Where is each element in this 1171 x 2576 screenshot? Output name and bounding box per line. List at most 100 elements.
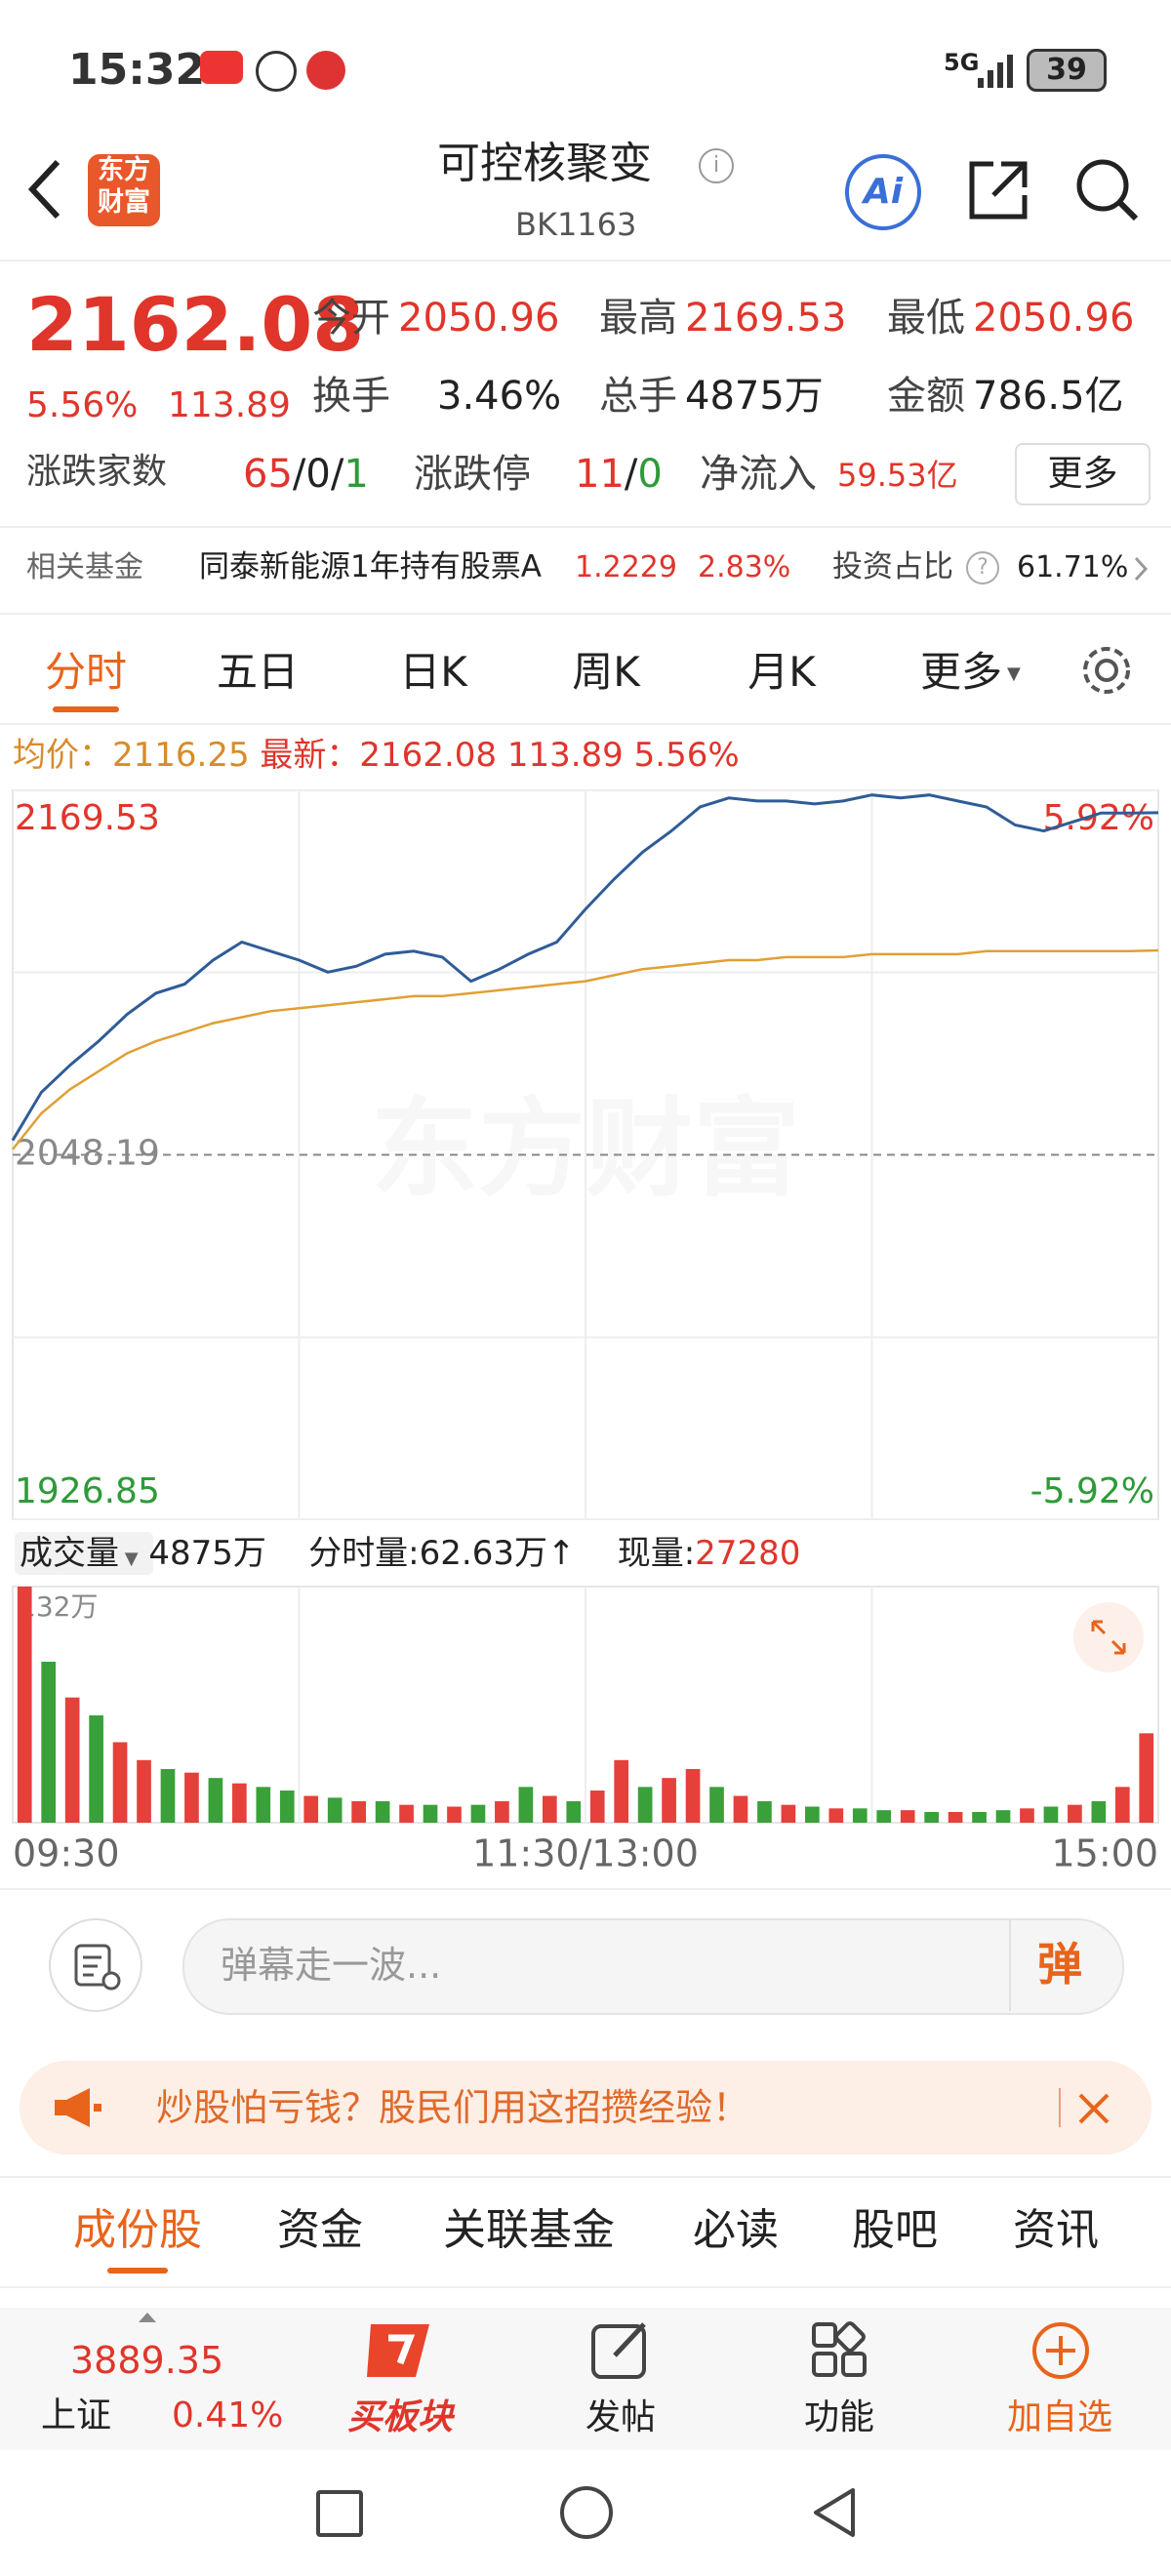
tab[interactable]: 分时 bbox=[44, 648, 128, 696]
app-icon bbox=[256, 51, 297, 92]
change: 113.89 bbox=[168, 385, 291, 425]
y-tick-label: 2048.19 bbox=[15, 1134, 160, 1174]
network: 5G bbox=[944, 49, 980, 76]
x-tick-label: 15:00 bbox=[1051, 1832, 1158, 1875]
nav-label[interactable]: 功能 bbox=[803, 2397, 875, 2437]
stat-label: 换手 bbox=[312, 374, 390, 419]
breadth: 65/0/1 bbox=[243, 452, 369, 497]
divider bbox=[0, 526, 1171, 528]
x-tick-label: 09:30 bbox=[13, 1832, 120, 1875]
ai-button[interactable]: Ai bbox=[845, 154, 921, 230]
volume-bar bbox=[685, 1769, 701, 1823]
change-pct: 5.56% bbox=[26, 385, 139, 425]
price-line bbox=[11, 793, 1159, 1142]
app-icon bbox=[200, 51, 243, 84]
volume-bar bbox=[566, 1801, 582, 1823]
share-button[interactable] bbox=[966, 158, 1030, 222]
bottom-tab[interactable]: 成份股 bbox=[73, 2205, 202, 2255]
nav-label[interactable]: 加自选 bbox=[1006, 2397, 1113, 2437]
divider bbox=[0, 1888, 1171, 1890]
tab[interactable]: 更多 bbox=[919, 648, 1003, 696]
volume-selector[interactable] bbox=[15, 1532, 153, 1575]
price-line bbox=[12, 948, 1159, 1150]
danmu-send[interactable]: 弹 bbox=[1037, 1938, 1082, 1991]
volume-bar bbox=[972, 1812, 987, 1823]
volume-bar bbox=[924, 1812, 939, 1823]
bottom-tab[interactable]: 关联基金 bbox=[443, 2205, 615, 2255]
volume-bar bbox=[303, 1795, 319, 1823]
ad-banner[interactable] bbox=[20, 2061, 1151, 2154]
volume-bar bbox=[495, 1801, 509, 1823]
stat-value: 4875万 bbox=[685, 374, 824, 419]
back-nav-button[interactable] bbox=[810, 2486, 859, 2539]
back-button[interactable] bbox=[24, 158, 63, 221]
search-button[interactable] bbox=[1073, 156, 1142, 224]
volume-bar bbox=[900, 1810, 915, 1823]
settings-button[interactable] bbox=[1078, 642, 1135, 699]
volume-header: 成交量 ▼ 4875万 分时量:62.63万↑ 现量:27280 bbox=[20, 1534, 801, 1573]
bottom-nav bbox=[0, 2308, 1171, 2450]
ad-close[interactable] bbox=[1077, 2092, 1110, 2125]
tab[interactable]: 月K bbox=[747, 648, 816, 696]
divider bbox=[0, 613, 1171, 615]
x-tick-label: 11:30/13:00 bbox=[472, 1832, 699, 1875]
bottom-tab[interactable]: 股吧 bbox=[852, 2205, 938, 2255]
expand-button[interactable] bbox=[1073, 1602, 1144, 1672]
ad-text: 炒股怕亏钱？股民们用这招攒经验！ bbox=[156, 2086, 750, 2129]
stat-value: 3.46% bbox=[437, 374, 562, 419]
volume-bar bbox=[64, 1697, 80, 1823]
bottom-tab[interactable]: 资讯 bbox=[1013, 2205, 1099, 2255]
comment-input[interactable] bbox=[182, 1918, 1124, 2015]
nav-label[interactable]: 买板块 bbox=[346, 2397, 454, 2437]
home-button[interactable] bbox=[560, 2486, 613, 2539]
volume-bar bbox=[1114, 1787, 1130, 1823]
recents-button[interactable] bbox=[316, 2490, 363, 2537]
volume-bar bbox=[948, 1812, 963, 1823]
tab[interactable]: 五日 bbox=[216, 648, 300, 696]
bottom-tab[interactable]: 资金 bbox=[277, 2205, 363, 2255]
status-time: 15:32 bbox=[68, 45, 206, 95]
volume-bar bbox=[1139, 1733, 1154, 1823]
dropdown-caret: ▼ bbox=[1007, 664, 1021, 684]
volume-bar bbox=[1068, 1804, 1082, 1823]
volume-bar bbox=[637, 1787, 653, 1823]
stat-value: 2050.96 bbox=[398, 296, 560, 341]
volume-bar bbox=[375, 1801, 390, 1823]
volume-bar bbox=[828, 1808, 844, 1823]
tab[interactable]: 周K bbox=[572, 648, 640, 696]
volume-bar bbox=[542, 1795, 557, 1823]
danmu-toggle[interactable] bbox=[49, 1918, 142, 2012]
comment-placeholder: 弹幕走一波... bbox=[221, 1944, 442, 1987]
volume-bar bbox=[160, 1769, 176, 1823]
stat-value: 2169.53 bbox=[685, 296, 847, 341]
chevron bbox=[1134, 556, 1149, 582]
fund-nav: 1.2229 bbox=[575, 550, 677, 584]
nav-label[interactable]: 发帖 bbox=[585, 2397, 657, 2437]
tab[interactable]: 日K bbox=[399, 648, 467, 696]
volume-bar bbox=[852, 1808, 868, 1823]
stat-label: 最高 bbox=[599, 296, 677, 341]
volume-bar bbox=[805, 1806, 820, 1823]
y-tick-label: 2169.53 bbox=[15, 798, 160, 838]
volume-bar bbox=[1091, 1801, 1107, 1823]
fund-name[interactable]: 同泰新能源1年持有股票A bbox=[199, 549, 542, 584]
more-button[interactable]: 更多 bbox=[1015, 443, 1151, 505]
volume-bar bbox=[327, 1797, 343, 1823]
volume-bar bbox=[279, 1791, 295, 1823]
battery: 39 bbox=[1027, 49, 1107, 92]
y2-tick-label: 5.92% bbox=[1043, 798, 1154, 838]
bottom-tab[interactable]: 必读 bbox=[693, 2205, 779, 2255]
volume-bar bbox=[662, 1778, 676, 1823]
volume-bar bbox=[184, 1772, 199, 1823]
volume-bar bbox=[733, 1795, 748, 1823]
index-pct: 0.41% bbox=[172, 2395, 284, 2435]
info-icon[interactable]: i bbox=[699, 148, 734, 183]
volume-bar bbox=[1043, 1806, 1059, 1823]
help-icon[interactable]: ? bbox=[966, 551, 999, 584]
expand-caret[interactable] bbox=[139, 2313, 156, 2322]
divider bbox=[0, 2176, 1171, 2178]
index-value: 3889.35 bbox=[70, 2339, 224, 2382]
volume-bar bbox=[876, 1810, 892, 1823]
